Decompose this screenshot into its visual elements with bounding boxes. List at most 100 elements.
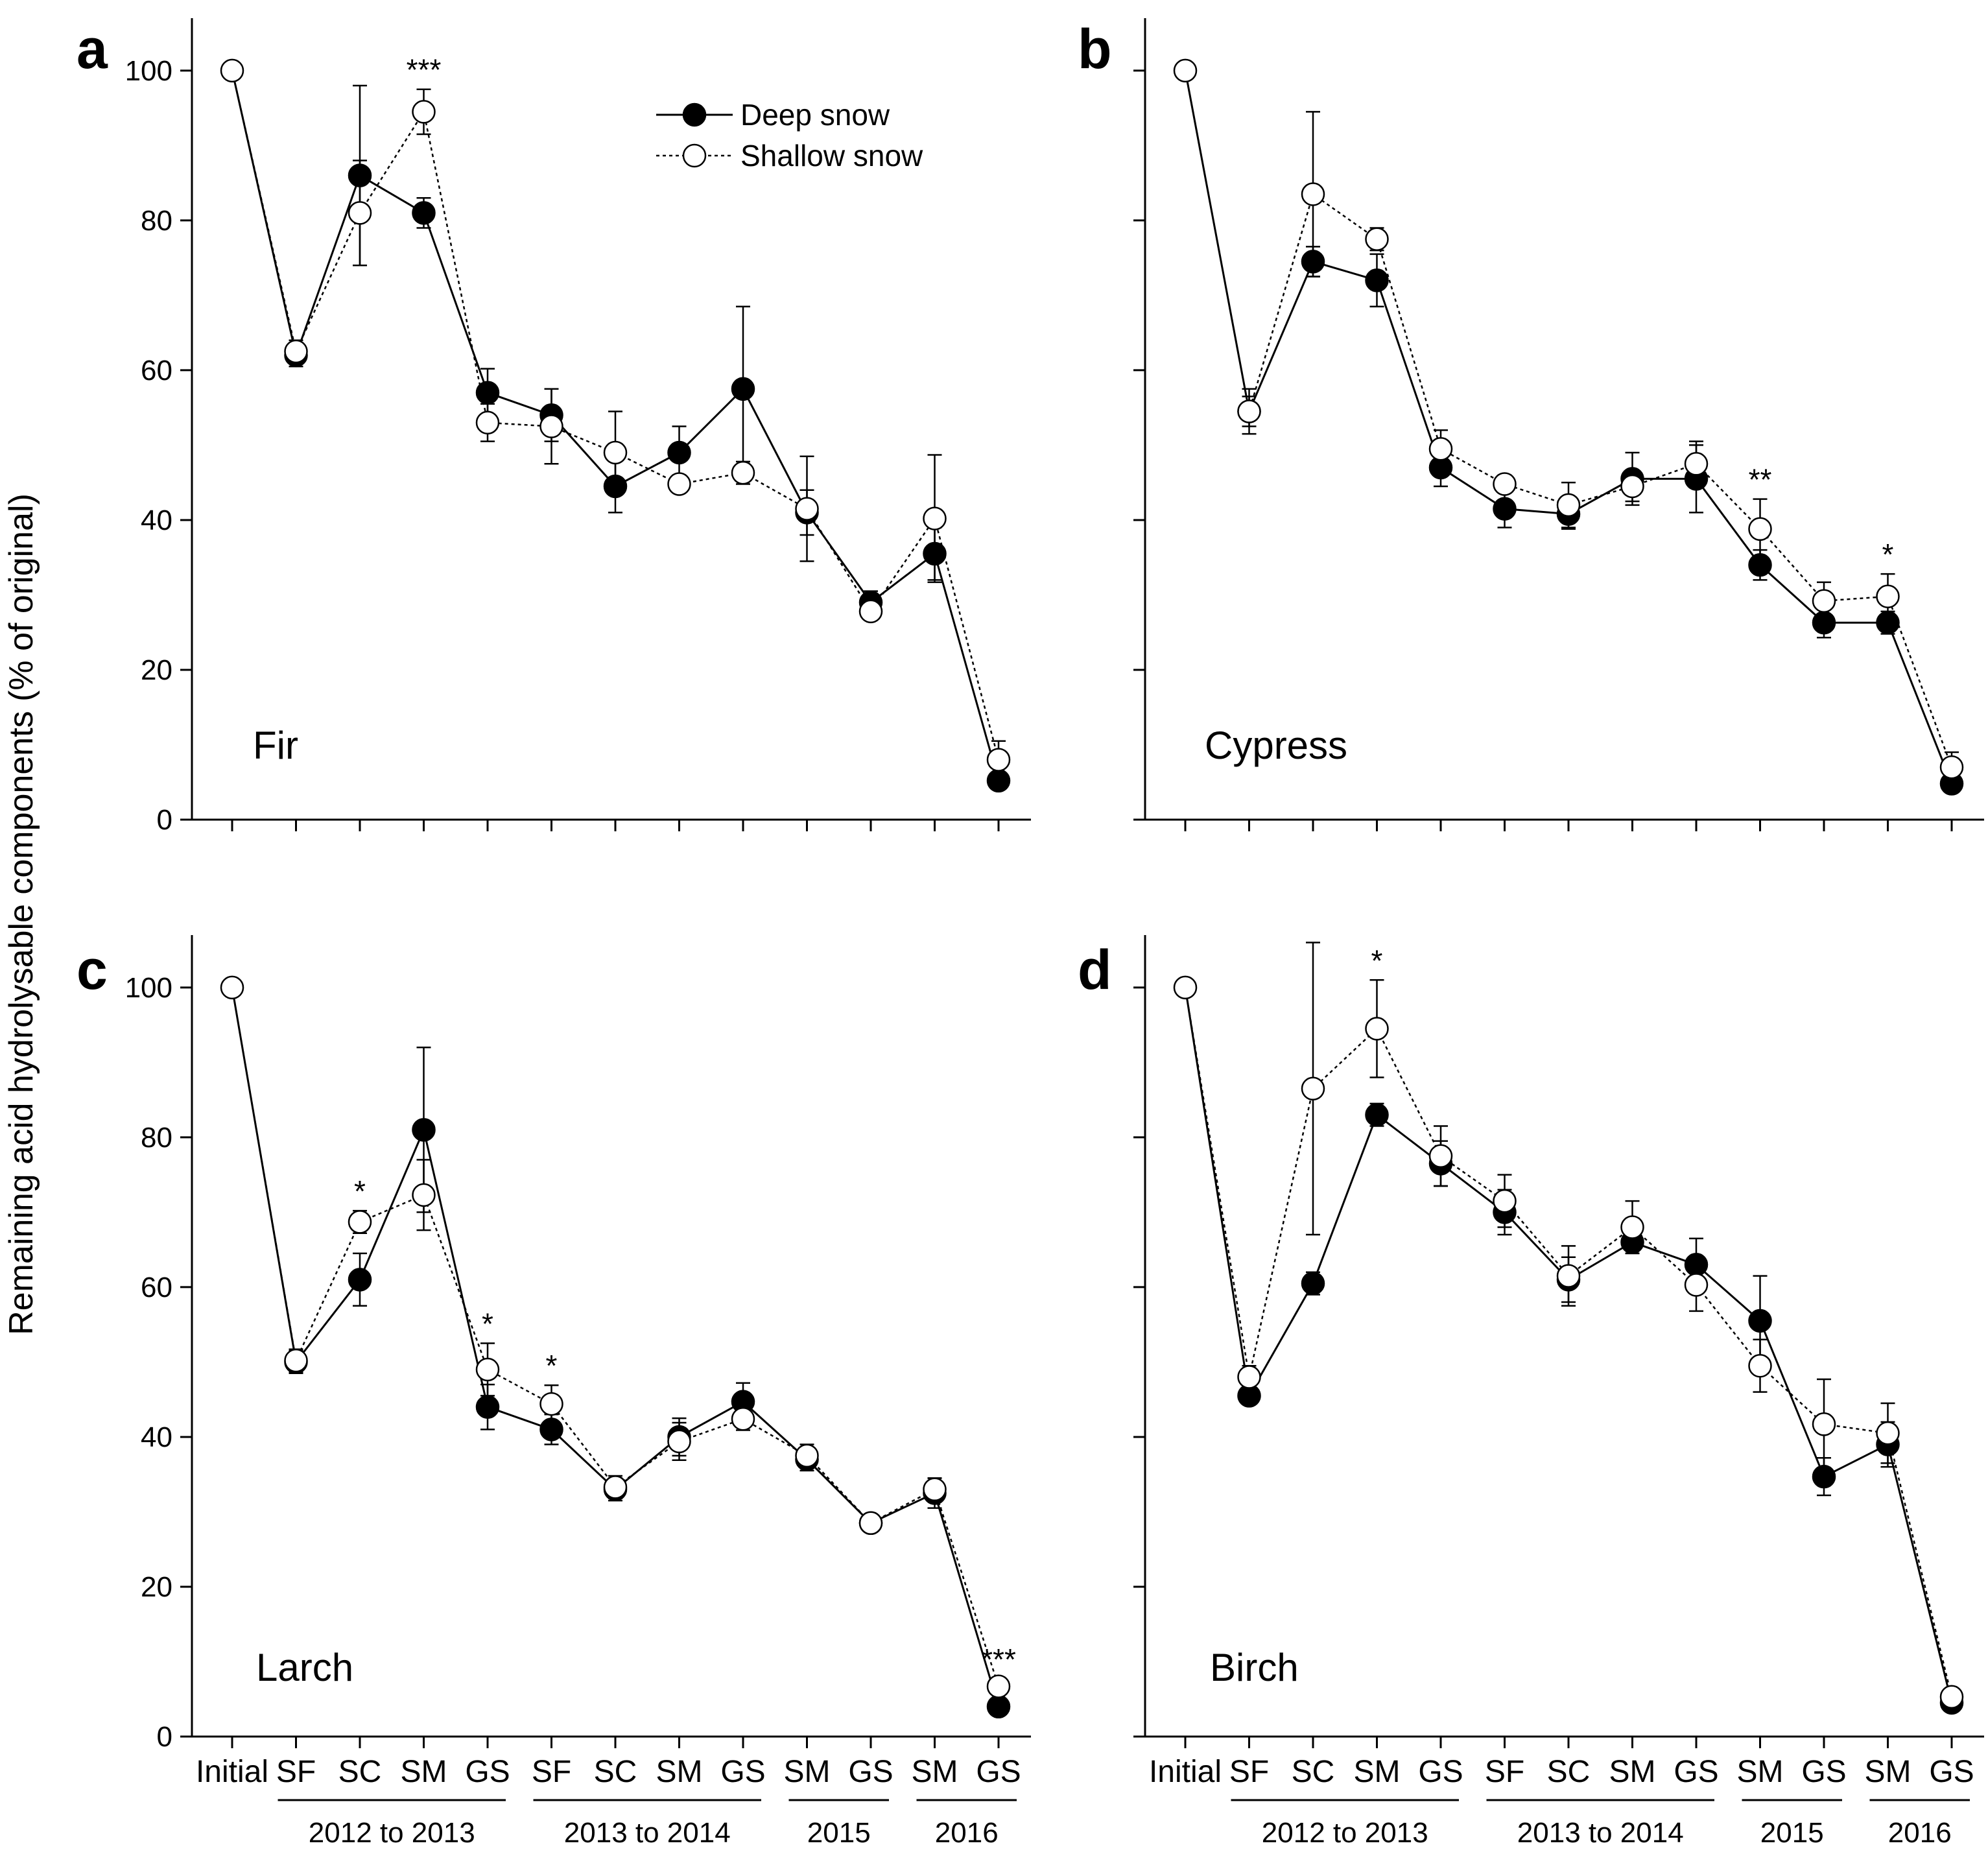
- x-tick-label: SM: [1865, 1755, 1911, 1789]
- point-shallow: [220, 58, 244, 83]
- point-deep: [923, 541, 947, 566]
- point-shallow: [667, 472, 691, 496]
- point-shallow: [795, 1443, 819, 1468]
- species-label: Fir: [253, 724, 298, 767]
- point-shallow: [1876, 1421, 1900, 1445]
- x-tick-label: SF: [1229, 1755, 1269, 1789]
- point-deep: [1748, 553, 1772, 577]
- point-shallow: [1812, 589, 1836, 613]
- point-shallow: [1939, 1685, 1964, 1709]
- point-shallow: [1876, 584, 1900, 609]
- point-shallow: [475, 1357, 500, 1382]
- point-shallow: [1428, 1144, 1453, 1169]
- x-tick-label: GS: [848, 1755, 893, 1789]
- point-shallow: [1237, 1365, 1261, 1389]
- panel-letter: c: [77, 939, 108, 1001]
- point-deep: [1812, 1464, 1836, 1489]
- y-tick-label: 20: [141, 1571, 172, 1603]
- significance-label: *: [546, 1349, 558, 1382]
- y-tick-label: 100: [125, 972, 172, 1004]
- legend-label-shallow: Shallow snow: [740, 139, 923, 172]
- point-shallow: [1428, 436, 1453, 461]
- point-shallow: [1237, 399, 1261, 423]
- legend: Deep snow Shallow snow: [656, 98, 923, 172]
- point-shallow: [858, 599, 883, 624]
- point-shallow: [731, 460, 755, 485]
- point-shallow: [1365, 227, 1389, 252]
- series-line-deep: [1184, 70, 1953, 785]
- period-label: 2016: [935, 1817, 999, 1849]
- y-tick-label: 80: [141, 1122, 172, 1154]
- significance-label: *: [354, 1174, 366, 1208]
- point-shallow: [539, 1392, 563, 1416]
- point-deep: [1301, 1271, 1325, 1296]
- period-label: 2012 to 2013: [309, 1817, 475, 1849]
- point-shallow: [986, 748, 1011, 772]
- x-tick-label: GS: [1674, 1755, 1718, 1789]
- x-tick-label: GS: [1801, 1755, 1846, 1789]
- point-shallow: [1493, 1189, 1517, 1213]
- y-tick-label: 0: [157, 1721, 172, 1753]
- x-tick-label: SM: [784, 1755, 831, 1789]
- point-deep: [731, 377, 755, 401]
- point-deep: [1493, 497, 1517, 521]
- point-shallow: [1748, 517, 1772, 541]
- panel-letter: b: [1078, 18, 1112, 80]
- y-tick-label: 20: [141, 654, 172, 686]
- point-deep: [1301, 250, 1325, 274]
- point-deep: [475, 1395, 500, 1419]
- point-shallow: [1173, 58, 1198, 83]
- point-shallow: [667, 1429, 691, 1454]
- x-tick-label: SF: [532, 1755, 571, 1789]
- point-shallow: [1684, 1273, 1709, 1297]
- point-shallow: [539, 414, 563, 438]
- point-shallow: [412, 100, 436, 124]
- x-tick-label: GS: [1418, 1755, 1463, 1789]
- point-deep: [1812, 610, 1836, 635]
- point-deep: [475, 381, 500, 405]
- point-shallow: [923, 506, 947, 530]
- x-tick-label: SM: [1609, 1755, 1656, 1789]
- panel-a: 0 20 40 60 80 100 a Fir *** Deep snow Shallow snow: [77, 18, 1031, 836]
- point-shallow: [795, 497, 819, 521]
- point-shallow: [1620, 1215, 1644, 1239]
- x-tick-label: GS: [1929, 1755, 1974, 1789]
- point-deep: [1365, 1102, 1389, 1127]
- point-shallow: [284, 339, 308, 364]
- species-label: Cypress: [1205, 724, 1347, 767]
- series-line-deep: [1184, 987, 1953, 1703]
- significance-label: *: [1882, 538, 1894, 571]
- point-shallow: [412, 1183, 436, 1207]
- x-tick-label: SM: [912, 1755, 958, 1789]
- point-shallow: [284, 1348, 308, 1373]
- point-shallow: [603, 440, 628, 465]
- point-shallow: [1365, 1017, 1389, 1041]
- point-shallow: [1556, 493, 1581, 517]
- point-deep: [986, 768, 1011, 793]
- x-tick-label: SM: [401, 1755, 447, 1789]
- legend-marker-shallow: [682, 143, 707, 168]
- point-deep: [1748, 1309, 1772, 1333]
- point-shallow: [923, 1477, 947, 1502]
- period-label: 2013 to 2014: [564, 1817, 731, 1849]
- point-shallow: [1748, 1353, 1772, 1378]
- x-tick-label: SF: [276, 1755, 316, 1789]
- legend-label-deep: Deep snow: [740, 98, 890, 132]
- period-label: 2016: [1888, 1817, 1952, 1849]
- point-shallow: [1493, 472, 1517, 496]
- y-tick-label: 60: [141, 1272, 172, 1303]
- point-deep: [412, 1118, 436, 1142]
- point-shallow: [1301, 1076, 1325, 1101]
- point-shallow: [1939, 755, 1964, 779]
- x-tick-label: GS: [465, 1755, 510, 1789]
- y-tick-label: 100: [125, 55, 172, 87]
- point-deep: [348, 163, 372, 187]
- point-deep: [1876, 610, 1900, 635]
- significance-label: *: [482, 1307, 493, 1341]
- point-deep: [986, 1694, 1011, 1719]
- species-label: Larch: [256, 1646, 353, 1689]
- x-tick-label: SC: [594, 1755, 637, 1789]
